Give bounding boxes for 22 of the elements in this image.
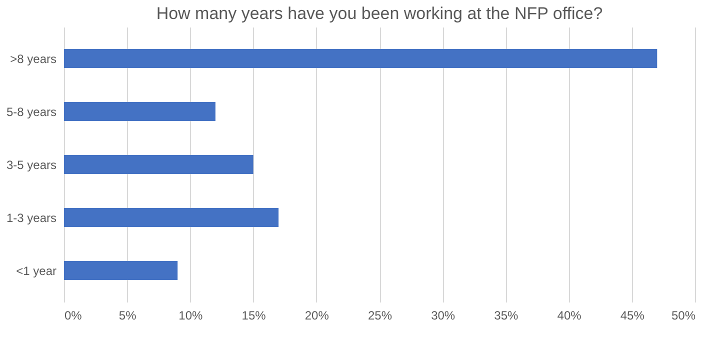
- bar: [64, 155, 254, 174]
- bar: [64, 208, 279, 227]
- y-tick-label: >8 years: [10, 52, 56, 66]
- bar: [64, 49, 658, 68]
- x-tick-label: 15%: [242, 308, 266, 322]
- x-tick-label: 10%: [178, 308, 204, 322]
- bar: [64, 261, 178, 280]
- y-tick-label: <1 year: [16, 264, 57, 278]
- y-tick-label: 1-3 years: [6, 211, 56, 225]
- x-tick-label: 25%: [368, 308, 392, 322]
- x-tick-label: 40%: [557, 308, 582, 322]
- chart-title: How many years have you been working at the NFP office?: [156, 4, 603, 23]
- bar: [64, 102, 216, 121]
- x-tick-label: 30%: [431, 308, 456, 322]
- x-tick-label: 20%: [304, 308, 330, 322]
- y-tick-label: 3-5 years: [6, 158, 56, 172]
- y-tick-label: 5-8 years: [6, 105, 56, 119]
- x-tick-label: 35%: [494, 308, 519, 322]
- x-tick-label: 50%: [671, 308, 696, 322]
- x-tick-label: 5%: [118, 308, 137, 322]
- x-tick-label: 45%: [620, 308, 645, 322]
- x-tick-label: 0%: [64, 308, 82, 322]
